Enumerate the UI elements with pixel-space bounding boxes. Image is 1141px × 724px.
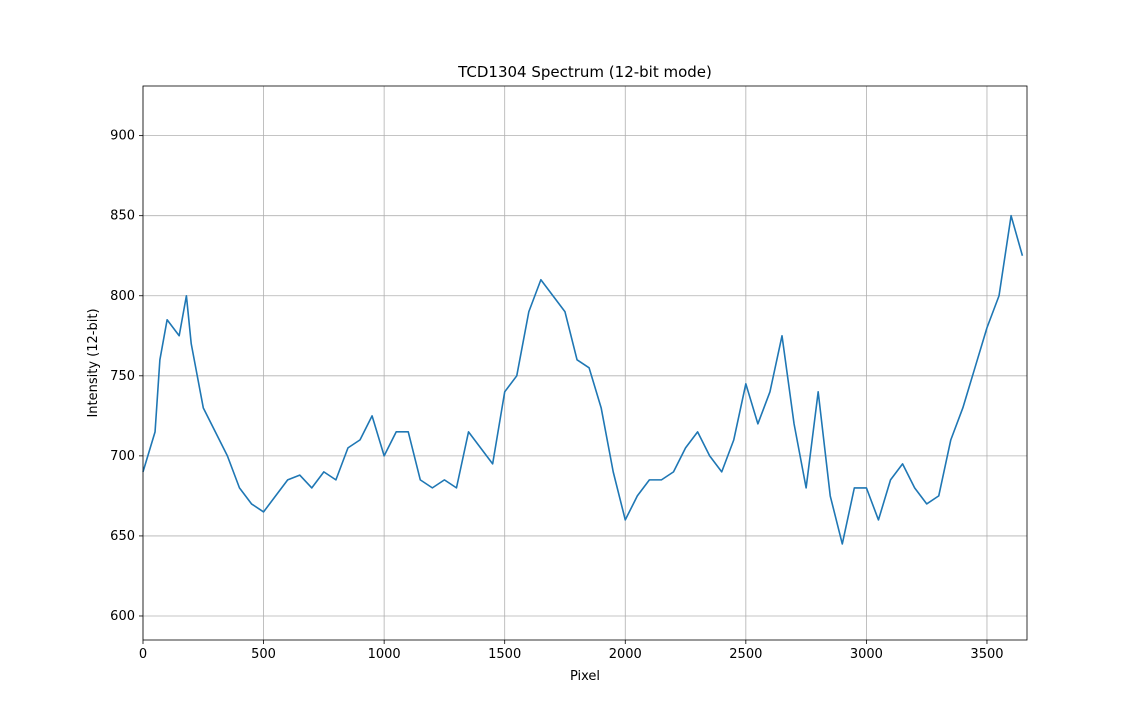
x-tick-label: 2000: [609, 647, 642, 662]
y-tick-label: 850: [110, 209, 135, 224]
x-axis-label: Pixel: [570, 669, 600, 684]
x-tick-label: 1500: [488, 647, 521, 662]
y-tick-label: 700: [110, 449, 135, 464]
x-tick-label: 1000: [368, 647, 401, 662]
y-tick-label: 900: [110, 129, 135, 144]
y-axis-label: Intensity (12-bit): [86, 308, 101, 417]
y-tick-label: 800: [110, 289, 135, 304]
data-line: [142, 214, 1024, 545]
chart-title: TCD1304 Spectrum (12-bit mode): [457, 63, 712, 81]
x-tick-label: 3000: [850, 647, 883, 662]
x-tick-label: 2500: [729, 647, 762, 662]
plot-frame: [142, 85, 1028, 641]
x-tick-label: 3500: [970, 647, 1003, 662]
y-tick-label: 600: [110, 609, 135, 624]
y-tick-label: 750: [110, 369, 135, 384]
y-tick-label: 650: [110, 529, 135, 544]
x-tick-label: 0: [139, 647, 147, 662]
x-tick-label: 500: [251, 647, 276, 662]
